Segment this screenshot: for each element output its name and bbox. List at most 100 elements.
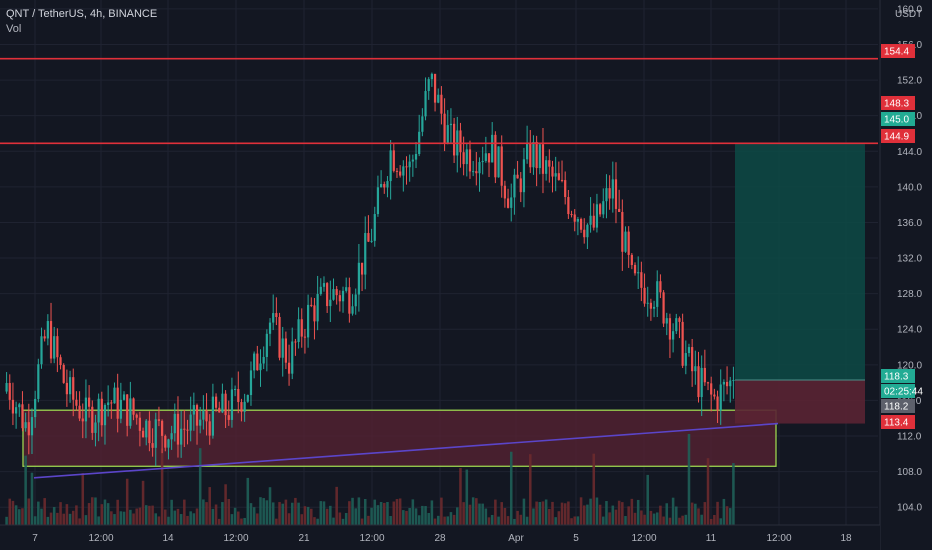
volume-bar	[617, 500, 621, 525]
candle-body	[297, 319, 300, 343]
volume-bar	[433, 518, 437, 525]
candle-body	[564, 180, 567, 198]
candle-body	[21, 404, 24, 429]
volume-indicator-label[interactable]: Vol	[6, 23, 22, 35]
y-tick-label: 152.0	[897, 76, 922, 87]
x-tick-label: 11	[706, 533, 717, 544]
volume-bar	[141, 480, 145, 525]
volume-bar	[443, 516, 446, 525]
candle-body	[694, 366, 697, 372]
candle-body	[557, 173, 560, 180]
volume-bar	[675, 506, 678, 525]
y-tick-label: 124.0	[897, 325, 922, 336]
volume-bar	[21, 508, 24, 525]
volume-bar	[132, 513, 135, 525]
volume-bar	[173, 510, 177, 525]
price-axis[interactable]: 104.0108.0112.0116.0120.0124.0128.0132.0…	[879, 0, 932, 550]
candle-body	[164, 435, 167, 448]
candle-body	[141, 430, 145, 438]
volume-bar	[640, 510, 643, 525]
candle-body	[440, 94, 443, 114]
candle-body	[386, 181, 389, 188]
candle-body	[167, 439, 170, 448]
time-axis[interactable]: 7 12:00 14 12:00 21 12:00 28 Apr 5 12:00 11 12:00 18	[0, 524, 880, 550]
volume-bar	[709, 518, 713, 525]
volume-bar	[84, 515, 88, 525]
volume-bar	[398, 498, 402, 525]
volume-bar	[379, 501, 383, 525]
volume-bar	[237, 511, 240, 525]
volume-bar	[363, 498, 367, 525]
volume-bar	[649, 510, 653, 525]
volume-bar	[509, 451, 513, 525]
volume-bar	[725, 506, 729, 525]
candle-body	[598, 204, 602, 215]
volume-bar	[214, 504, 218, 525]
volume-bar	[389, 516, 392, 525]
volume-bar	[56, 512, 59, 525]
x-tick-label: 12:00	[223, 533, 248, 544]
volume-bar	[554, 517, 557, 525]
candle-body	[414, 153, 418, 160]
x-tick-label: 7	[32, 533, 38, 544]
symbol-title[interactable]: QNT / TetherUS, 4h, BINANCE	[6, 8, 158, 20]
y-tick-label: 136.0	[897, 218, 922, 229]
volume-bar	[27, 498, 31, 525]
candle-body	[494, 134, 497, 178]
volume-bar	[106, 503, 110, 525]
candle-body	[246, 395, 249, 402]
y-tick-label: 128.0	[897, 289, 922, 300]
candle-body	[646, 302, 649, 304]
volume-bar	[392, 501, 396, 525]
candle-body	[370, 240, 373, 242]
candle-body	[560, 179, 564, 181]
candle-body	[189, 414, 192, 431]
volume-bar	[290, 502, 294, 525]
target-zone	[735, 143, 865, 380]
candle-body	[481, 160, 484, 163]
volume-bar	[176, 508, 180, 525]
candle-body	[360, 262, 364, 275]
candle-body	[392, 150, 395, 171]
volume-bar	[11, 500, 15, 525]
candle-body	[379, 184, 383, 188]
price-tag-bg	[881, 96, 915, 110]
candle-body	[618, 208, 621, 212]
volume-bar	[341, 518, 345, 525]
candle-body	[341, 290, 345, 302]
volume-bar	[700, 514, 703, 525]
volume-bar	[357, 497, 361, 525]
candle-body	[541, 144, 545, 174]
candle-body	[27, 422, 30, 436]
volume-bar	[513, 518, 516, 525]
y-tick-label: 108.0	[897, 467, 922, 478]
candle-body	[75, 399, 78, 406]
volume-bar	[202, 499, 205, 525]
candle-body	[630, 254, 633, 265]
candle-body	[592, 215, 595, 228]
y-tick-label: 144.0	[897, 147, 922, 158]
candle-body	[399, 171, 402, 176]
candle-body	[367, 233, 370, 242]
candle-body	[173, 413, 176, 434]
volume-bar	[459, 468, 462, 525]
candle-body	[376, 187, 380, 215]
volume-bar	[687, 433, 691, 525]
volume-bar	[633, 512, 637, 525]
volume-bar	[452, 514, 456, 525]
volume-bar	[713, 515, 716, 525]
candle-body	[132, 398, 135, 415]
volume-bar	[243, 517, 246, 525]
candle-body	[18, 404, 21, 408]
volume-bar	[30, 472, 34, 525]
volume-bar	[586, 504, 589, 525]
y-tick-label: 112.0	[897, 432, 922, 443]
volume-bar	[164, 509, 167, 525]
volume-bar	[671, 497, 675, 525]
volume-bar	[614, 509, 618, 525]
candle-body	[589, 215, 592, 225]
candle-body	[478, 162, 481, 174]
candle-body	[145, 420, 148, 438]
zones-layer	[22, 143, 865, 467]
